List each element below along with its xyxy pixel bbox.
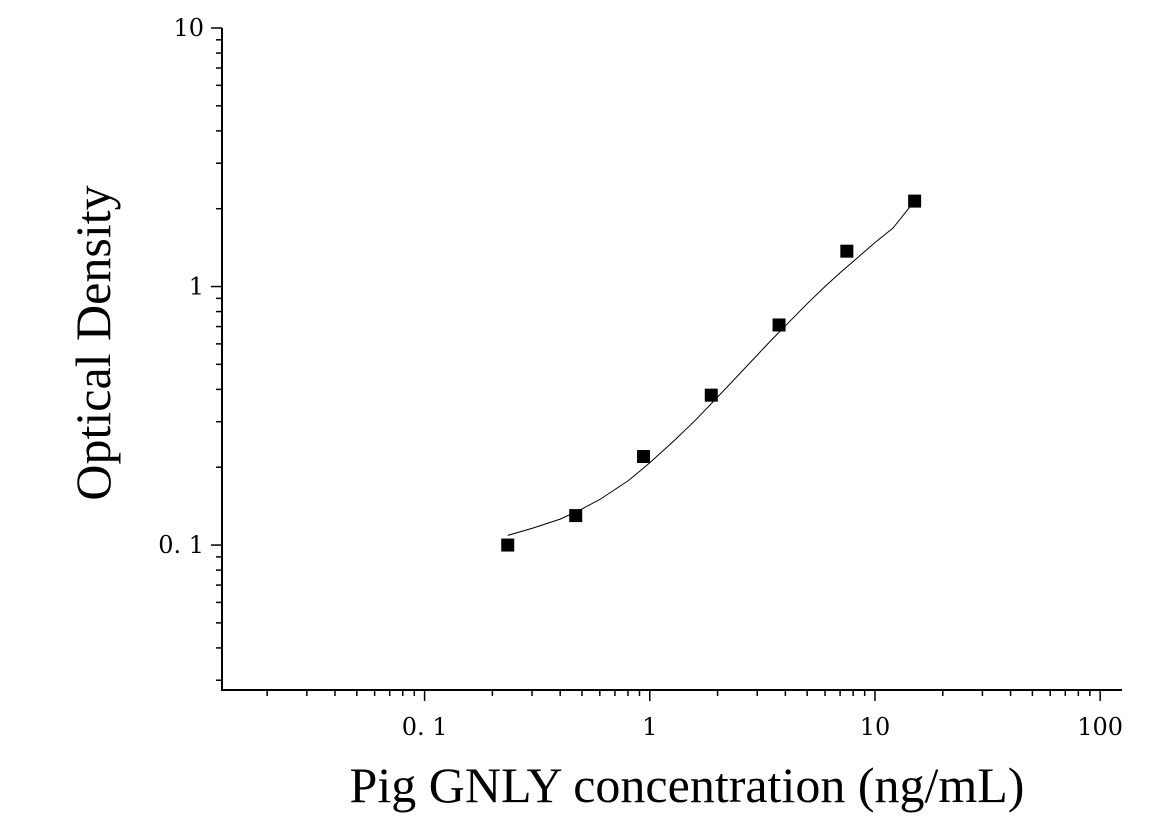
y-ticks: 0. 1 1 10 [158,14,222,681]
x-tick-label: 100 [1077,713,1123,741]
plot-area: 0. 1 1 10 100 0. 1 1 10 [158,14,1123,741]
y-axis-title: Optical Density [65,185,121,500]
x-ticks: 0. 1 1 10 100 [266,690,1123,741]
data-point [908,194,922,208]
data-point [840,244,854,258]
x-axis-title: Pig GNLY concentration (ng/mL) [350,757,1025,813]
data-point [772,318,786,332]
x-tick-label: 1 [642,713,657,741]
data-point [501,538,515,552]
y-tick-label: 1 [189,273,204,301]
data-points [501,194,922,552]
y-tick-label: 0. 1 [158,531,204,559]
data-point [569,509,583,523]
data-point [704,388,718,402]
x-tick-label: 10 [860,713,891,741]
data-point [637,450,651,464]
y-tick-label: 10 [173,14,204,42]
x-tick-label: 0. 1 [402,713,448,741]
fit-curve-line [507,200,915,536]
